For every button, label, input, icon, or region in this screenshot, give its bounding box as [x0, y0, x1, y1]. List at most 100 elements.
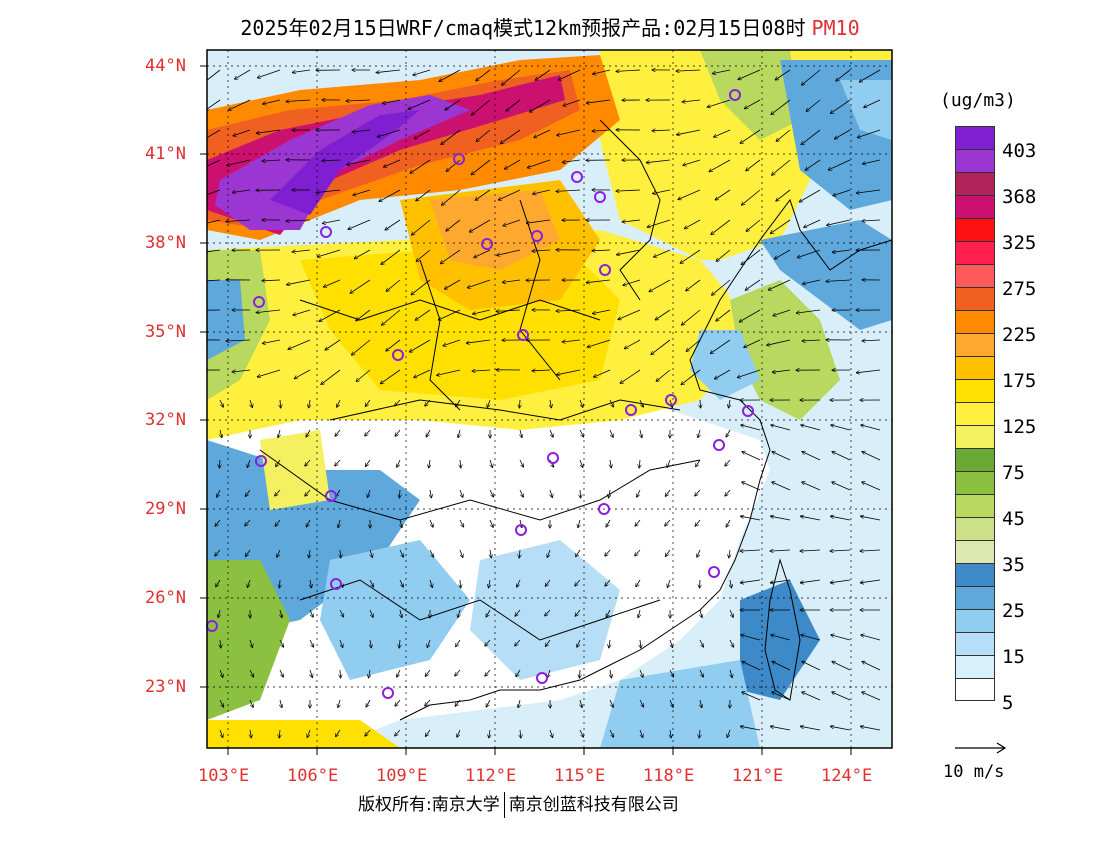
city-markers: [206, 89, 754, 699]
wind-vector: [716, 249, 731, 261]
legend-label: 125: [1002, 416, 1037, 438]
wind-vector: [381, 249, 401, 265]
lat-label: 41°N: [145, 144, 186, 164]
wind-vector: [410, 159, 431, 173]
wind-vector: [579, 429, 584, 437]
wind-vector: [519, 489, 523, 497]
wind-vector: [547, 669, 550, 678]
wind-vector: [365, 399, 371, 407]
axis-ticks: [200, 65, 852, 755]
wind-vector: [712, 69, 731, 74]
wind-vector: [533, 189, 551, 194]
wind-vector: [577, 639, 581, 647]
wind-vector: [700, 579, 701, 588]
wind-vector: [309, 549, 310, 558]
wind-reference-label: 10 m/s: [943, 762, 1005, 782]
wind-vector: [830, 550, 851, 551]
wind-vector: [476, 69, 491, 81]
wind-vector: [294, 369, 311, 379]
wind-vector: [828, 159, 851, 170]
wind-vector: [640, 429, 642, 438]
wind-vector: [707, 99, 731, 107]
wind-vector: [535, 69, 551, 80]
wind-vector: [771, 635, 791, 641]
wind-vector: [279, 669, 283, 677]
wind-vector: [677, 129, 701, 135]
wind-vector: [473, 309, 491, 314]
wind-vector: [321, 369, 341, 385]
wind-vector: [836, 69, 851, 81]
wind-vector: [490, 459, 493, 468]
wind-vector: [280, 699, 282, 708]
wind-vector: [772, 452, 791, 461]
wind-vector: [592, 250, 611, 251]
wind-vector: [640, 639, 641, 648]
wind-vector: [802, 661, 821, 671]
wind-vector: [497, 249, 521, 255]
wind-vector: [770, 726, 791, 731]
wind-vector: [830, 579, 851, 583]
city-marker: [320, 226, 332, 238]
wind-vector: [726, 429, 731, 437]
legend-swatch: [955, 241, 995, 264]
wind-vector: [215, 549, 221, 556]
wind-vector: [678, 189, 701, 200]
city-marker: [742, 405, 754, 417]
wind-vector: [348, 219, 371, 229]
wind-vector: [623, 279, 641, 285]
wind-vector: [774, 249, 791, 259]
wind-vector: [832, 249, 851, 252]
lat-label: 26°N: [145, 588, 186, 608]
wind-vector: [385, 219, 401, 230]
wind-vector: [438, 309, 461, 320]
wind-vector: [772, 661, 791, 671]
wind-vector: [695, 519, 701, 526]
wind-vector: [562, 159, 581, 162]
wind-vector: [367, 489, 370, 498]
wind-vector: [547, 549, 551, 558]
wind-vector: [592, 130, 611, 131]
wind-vector: [306, 429, 311, 437]
wind-vector: [219, 699, 224, 707]
wind-vector: [476, 129, 491, 142]
wind-vector: [686, 339, 701, 351]
wind-vector: [862, 220, 881, 221]
legend-swatch: [955, 655, 995, 678]
legend-label: 325: [1002, 232, 1037, 254]
city-marker: [515, 524, 527, 536]
wind-vector: [502, 69, 521, 85]
legend-swatch: [955, 540, 995, 563]
wind-vector: [474, 249, 491, 258]
wind-vector: [716, 309, 731, 321]
wind-vector: [399, 639, 400, 648]
wind-vector: [680, 249, 701, 263]
city-marker: [598, 503, 610, 515]
wind-vector: [801, 425, 821, 431]
wind-vector: [832, 452, 851, 461]
wind-vector: [776, 189, 791, 201]
legend-swatch: [955, 517, 995, 540]
legend-swatch: [955, 609, 995, 632]
wind-vector: [379, 189, 401, 202]
wind-vector: [605, 549, 611, 556]
wind-vector: [245, 489, 251, 497]
wind-vector: [802, 452, 821, 461]
city-marker: [729, 89, 741, 101]
wind-vector: [262, 280, 281, 281]
legend-swatch: [955, 632, 995, 655]
wind-vector: [226, 340, 251, 341]
wind-vector: [347, 159, 371, 165]
wind-vector: [686, 279, 701, 291]
wind-vector: [386, 279, 401, 291]
wind-vector: [697, 549, 701, 557]
wind-vector: [307, 729, 311, 738]
wind-vector: [219, 459, 220, 468]
wind-vector: [498, 189, 521, 200]
legend-swatch: [955, 448, 995, 471]
wind-vector: [578, 519, 580, 528]
wind-vector: [622, 219, 641, 222]
wind-vector: [339, 639, 343, 648]
wind-vector: [309, 639, 314, 647]
wind-vector: [576, 549, 581, 557]
wind-vector: [862, 482, 881, 491]
